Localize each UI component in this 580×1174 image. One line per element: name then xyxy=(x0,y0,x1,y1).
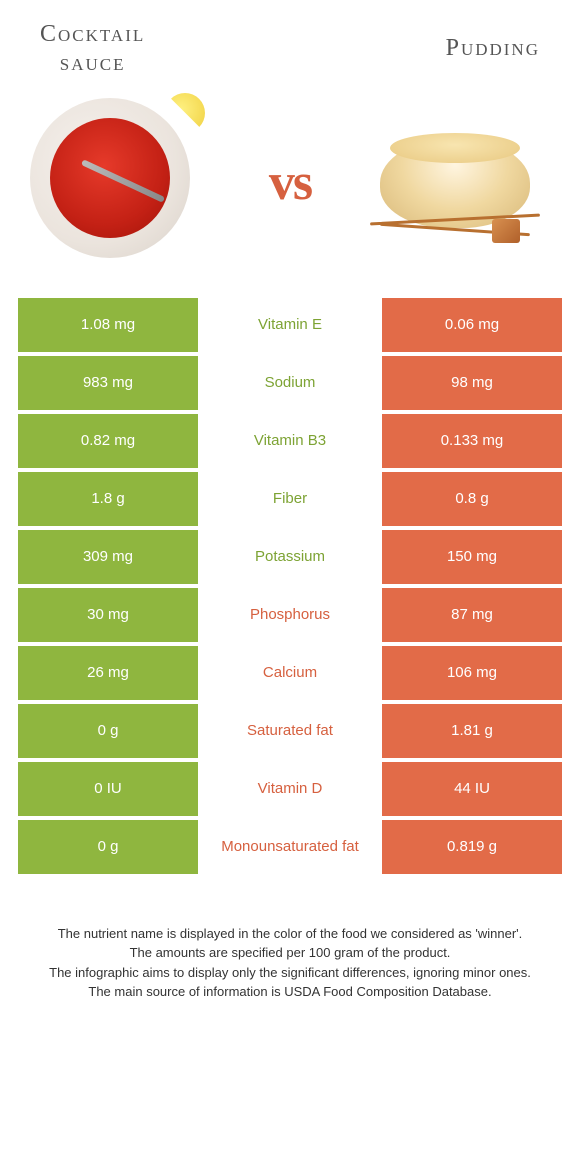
nutrient-label: Potassium xyxy=(198,530,382,584)
right-value: 0.8 g xyxy=(382,472,562,526)
nutrient-label: Phosphorus xyxy=(198,588,382,642)
nutrient-row: 30 mgPhosphorus87 mg xyxy=(18,588,562,642)
right-value: 106 mg xyxy=(382,646,562,700)
nutrient-row: 0 gSaturated fat1.81 g xyxy=(18,704,562,758)
footer-line: The nutrient name is displayed in the co… xyxy=(30,924,550,944)
left-value: 1.08 mg xyxy=(18,298,198,352)
right-value: 0.06 mg xyxy=(382,298,562,352)
nutrient-label: Saturated fat xyxy=(198,704,382,758)
left-value: 1.8 g xyxy=(18,472,198,526)
left-food-title: Cocktail sauce xyxy=(40,20,145,78)
left-value: 0 g xyxy=(18,704,198,758)
right-value: 0.819 g xyxy=(382,820,562,874)
right-value: 98 mg xyxy=(382,356,562,410)
nutrient-label: Calcium xyxy=(198,646,382,700)
nutrient-row: 983 mgSodium98 mg xyxy=(18,356,562,410)
nutrient-row: 1.8 gFiber0.8 g xyxy=(18,472,562,526)
nutrient-row: 26 mgCalcium106 mg xyxy=(18,646,562,700)
right-value: 44 IU xyxy=(382,762,562,816)
right-value: 150 mg xyxy=(382,530,562,584)
nutrient-row: 0 IUVitamin D44 IU xyxy=(18,762,562,816)
left-value: 26 mg xyxy=(18,646,198,700)
nutrient-row: 0.82 mgVitamin B30.133 mg xyxy=(18,414,562,468)
footer-line: The main source of information is USDA F… xyxy=(30,982,550,1002)
left-value: 0 g xyxy=(18,820,198,874)
nutrient-label: Monounsaturated fat xyxy=(198,820,382,874)
left-value: 30 mg xyxy=(18,588,198,642)
nutrient-row: 1.08 mgVitamin E0.06 mg xyxy=(18,298,562,352)
header-row: Cocktail sauce Pudding xyxy=(0,0,580,88)
nutrient-label: Vitamin E xyxy=(198,298,382,352)
footer-line: The amounts are specified per 100 gram o… xyxy=(30,943,550,963)
right-value: 87 mg xyxy=(382,588,562,642)
right-food-title: Pudding xyxy=(446,34,540,63)
left-value: 983 mg xyxy=(18,356,198,410)
vs-label: vs xyxy=(269,153,311,212)
nutrient-row: 0 gMonounsaturated fat0.819 g xyxy=(18,820,562,874)
right-value: 0.133 mg xyxy=(382,414,562,468)
right-food-image xyxy=(380,98,550,268)
nutrient-label: Fiber xyxy=(198,472,382,526)
nutrient-table: 1.08 mgVitamin E0.06 mg983 mgSodium98 mg… xyxy=(18,298,562,874)
nutrient-label: Vitamin B3 xyxy=(198,414,382,468)
right-value: 1.81 g xyxy=(382,704,562,758)
nutrient-label: Sodium xyxy=(198,356,382,410)
footer-notes: The nutrient name is displayed in the co… xyxy=(30,924,550,1002)
left-value: 309 mg xyxy=(18,530,198,584)
footer-line: The infographic aims to display only the… xyxy=(30,963,550,983)
left-value: 0 IU xyxy=(18,762,198,816)
images-row: vs xyxy=(0,88,580,288)
nutrient-label: Vitamin D xyxy=(198,762,382,816)
left-food-image xyxy=(30,98,200,268)
left-value: 0.82 mg xyxy=(18,414,198,468)
nutrient-row: 309 mgPotassium150 mg xyxy=(18,530,562,584)
